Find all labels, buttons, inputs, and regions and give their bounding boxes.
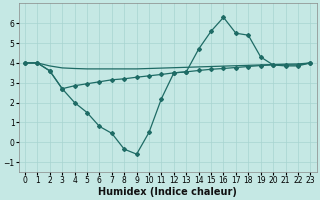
X-axis label: Humidex (Indice chaleur): Humidex (Indice chaleur): [98, 187, 237, 197]
